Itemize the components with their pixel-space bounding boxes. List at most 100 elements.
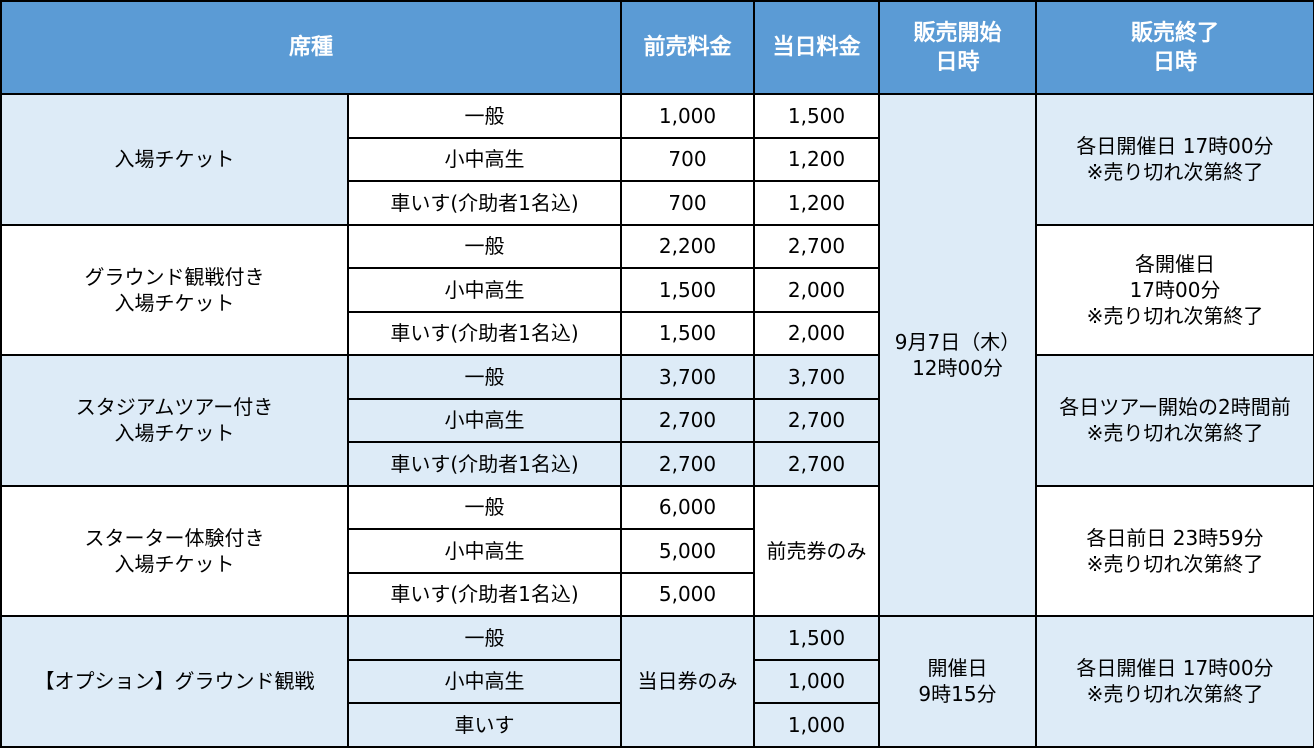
table-row: 小中高生 700 1,200 [1,136,1314,182]
advance-price-merged-cell: 当日券のみ [620,615,756,748]
header-sameday-price: 当日料金 [753,0,881,95]
seat-type-name: グラウンド観戦付き [84,264,265,289]
table-row: 入場チケット 一般 1,000 1,500 9月7日（木） 12時00分 各日開… [0,93,1314,617]
table-row: スターター体験付き 入場チケット 一般 6,000 前売券のみ 各日前日 23時… [0,484,1314,617]
category-cell: 小中高生 [346,658,623,704]
header-sale-start-line: 日時 [935,49,980,75]
header-sale-start-line: 販売開始 [913,20,1002,46]
table-row: 小中高生 5,000 [1,528,1314,574]
seat-type-name: スタジアムツアー付き [75,395,274,420]
seat-type-name: 入場チケット [114,421,235,446]
sale-end-line: 各日ツアー開始の2時間前 [1059,395,1291,420]
sale-end-line: 17時00分 [1129,277,1221,302]
advance-price-cell: 2,200 [620,223,756,269]
category-cell: 一般 [346,93,623,139]
seat-type-cell: グラウンド観戦付き 入場チケット [0,223,349,356]
sale-end-line: 各日開催日 17時00分 [1076,134,1274,159]
sale-end-cell: 各日前日 23時59分 ※売り切れ次第終了 [1035,484,1314,617]
seat-type-cell: スターター体験付き 入場チケット [0,484,349,617]
category-cell: 小中高生 [346,267,623,313]
seat-type-name: 【オプション】グラウンド観戦 [34,669,315,694]
sameday-price-cell: 2,700 [753,397,881,443]
advance-price-cell: 1,500 [620,267,756,313]
sameday-price-cell: 1,200 [753,180,881,226]
sameday-price-cell: 1,500 [753,93,881,139]
sameday-price-cell: 1,500 [753,615,881,661]
advance-price-cell: 1,500 [620,310,756,356]
sale-end-cell: 各日開催日 17時00分 ※売り切れ次第終了 [1035,615,1314,748]
table-row: 【オプション】グラウンド観戦 一般 当日券のみ 1,500 開催日 9時15分 … [0,615,1314,748]
seat-type-cell: 【オプション】グラウンド観戦 [0,615,349,748]
category-cell: 小中高生 [346,528,623,574]
category-cell: 車いす(介助者1名込) [346,441,623,487]
header-advance-price: 前売料金 [620,0,756,95]
sale-end-note: ※売り切れ次第終了 [1086,160,1264,185]
advance-price-cell: 700 [620,136,756,182]
sale-end-note: ※売り切れ次第終了 [1086,303,1264,328]
table-row: 車いす(介助者1名込) 5,000 [1,571,1314,617]
sale-start-cell: 9月7日（木） 12時00分 [878,93,1038,617]
header-sale-end-line: 日時 [1153,49,1198,75]
advance-price-cell: 2,700 [620,397,756,443]
sale-start-time: 12時00分 [912,356,1003,380]
sale-start-option-time: 9時15分 [918,682,997,707]
sameday-price-merged-cell: 前売券のみ [753,484,881,617]
category-cell: 小中高生 [346,136,623,182]
table-row: スタジアムツアー付き 入場チケット 一般 3,700 3,700 各日ツアー開始… [0,354,1314,487]
category-cell: 車いす [346,702,623,748]
sale-end-cell: 各日ツアー開始の2時間前 ※売り切れ次第終了 [1035,354,1314,487]
table-row: 車いす 1,000 [1,702,1314,748]
sale-end-cell: 各開催日 17時00分 ※売り切れ次第終了 [1035,223,1314,356]
sameday-price-cell: 2,000 [753,310,881,356]
category-cell: 車いす(介助者1名込) [346,310,623,356]
header-sale-end-line: 販売終了 [1131,20,1220,46]
sameday-price-cell: 2,700 [753,223,881,269]
sameday-price-cell: 2,700 [753,441,881,487]
category-cell: 一般 [346,354,623,400]
seat-type-cell: 入場チケット [0,93,349,226]
category-cell: 車いす(介助者1名込) [346,571,623,617]
table-row: 小中高生 1,000 [1,658,1314,704]
category-cell: 一般 [346,615,623,661]
sale-end-line: 各開催日 [1135,251,1216,276]
sale-end-note: ※売り切れ次第終了 [1086,551,1264,576]
advance-price-cell: 700 [620,180,756,226]
sameday-price-cell: 2,000 [753,267,881,313]
table-row: 車いす(介助者1名込) 2,700 2,700 [1,441,1314,487]
advance-price-cell: 6,000 [620,484,756,530]
category-cell: 車いす(介助者1名込) [346,180,623,226]
sale-start-option-cell: 開催日 9時15分 [878,615,1038,748]
table-row: 小中高生 1,500 2,000 [1,267,1314,313]
seat-type-name: 入場チケット [114,147,235,172]
sale-end-note: ※売り切れ次第終了 [1086,421,1264,446]
table-row: 小中高生 2,700 2,700 [1,397,1314,443]
sale-end-cell: 各日開催日 17時00分 ※売り切れ次第終了 [1035,93,1314,226]
seat-type-name: 入場チケット [114,551,235,576]
seat-type-cell: スタジアムツアー付き 入場チケット [0,354,349,487]
advance-price-cell: 5,000 [620,571,756,617]
sameday-price-cell: 3,700 [753,354,881,400]
sale-end-line: 各日前日 23時59分 [1086,525,1264,550]
category-cell: 一般 [346,484,623,530]
sale-start-option-date: 開催日 [927,656,988,681]
header-sale-start: 販売開始 日時 [878,0,1038,95]
sameday-price-cell: 1,200 [753,136,881,182]
category-cell: 一般 [346,223,623,269]
sameday-price-cell: 1,000 [753,702,881,748]
advance-price-cell: 1,000 [620,93,756,139]
header-row: 席種 前売料金 当日料金 販売開始 日時 販売終了 日時 [0,0,1314,95]
advance-price-cell: 5,000 [620,528,756,574]
table-row: グラウンド観戦付き 入場チケット 一般 2,200 2,700 各開催日 17時… [0,223,1314,356]
seat-type-name: 入場チケット [114,290,235,315]
table-row: 車いす(介助者1名込) 1,500 2,000 [1,310,1314,356]
advance-price-cell: 3,700 [620,354,756,400]
table-row: 車いす(介助者1名込) 700 1,200 [1,180,1314,226]
seat-type-name: スターター体験付き [84,525,265,550]
sale-end-note: ※売り切れ次第終了 [1086,682,1264,707]
category-cell: 小中高生 [346,397,623,443]
advance-price-cell: 2,700 [620,441,756,487]
header-sale-end: 販売終了 日時 [1035,0,1314,95]
sale-end-line: 各日開催日 17時00分 [1076,656,1274,681]
sameday-price-cell: 1,000 [753,658,881,704]
